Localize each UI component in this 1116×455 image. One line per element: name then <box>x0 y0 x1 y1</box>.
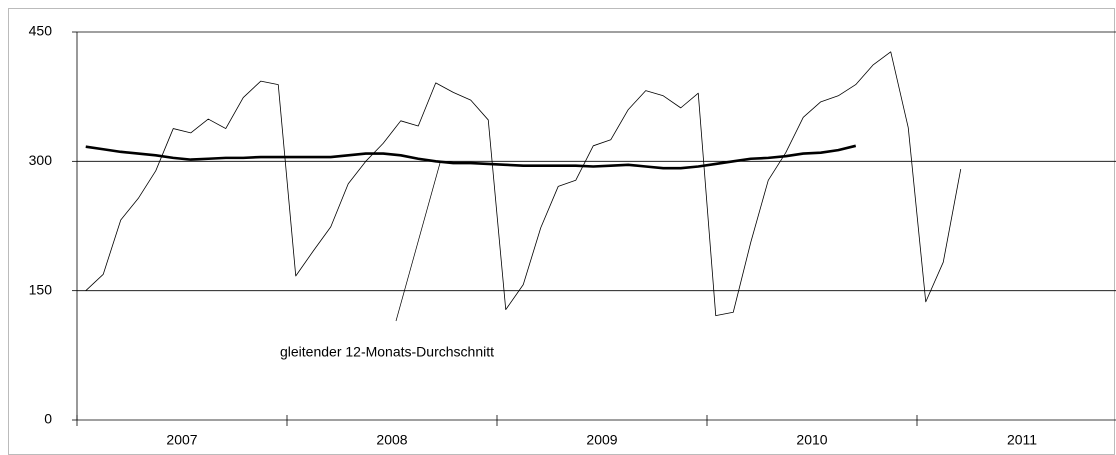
frame <box>8 8 1115 455</box>
x-tick-label: 2010 <box>796 432 827 448</box>
x-tick-label: 2011 <box>1007 432 1037 448</box>
y-tick-label: 300 <box>29 152 53 168</box>
y-tick-label: 0 <box>44 411 52 427</box>
y-tick-label: 450 <box>29 23 53 39</box>
x-tick-label: 2008 <box>376 432 407 448</box>
y-tick-label: 150 <box>29 281 53 297</box>
moving-average-line <box>85 144 857 170</box>
annotation-pointer <box>395 162 441 322</box>
x-tick-label: 2009 <box>586 432 617 448</box>
annotation: gleitender 12-Monats-Durchschnitt <box>280 344 494 360</box>
x-tick-label: 2007 <box>166 432 197 448</box>
data-line <box>85 51 962 317</box>
